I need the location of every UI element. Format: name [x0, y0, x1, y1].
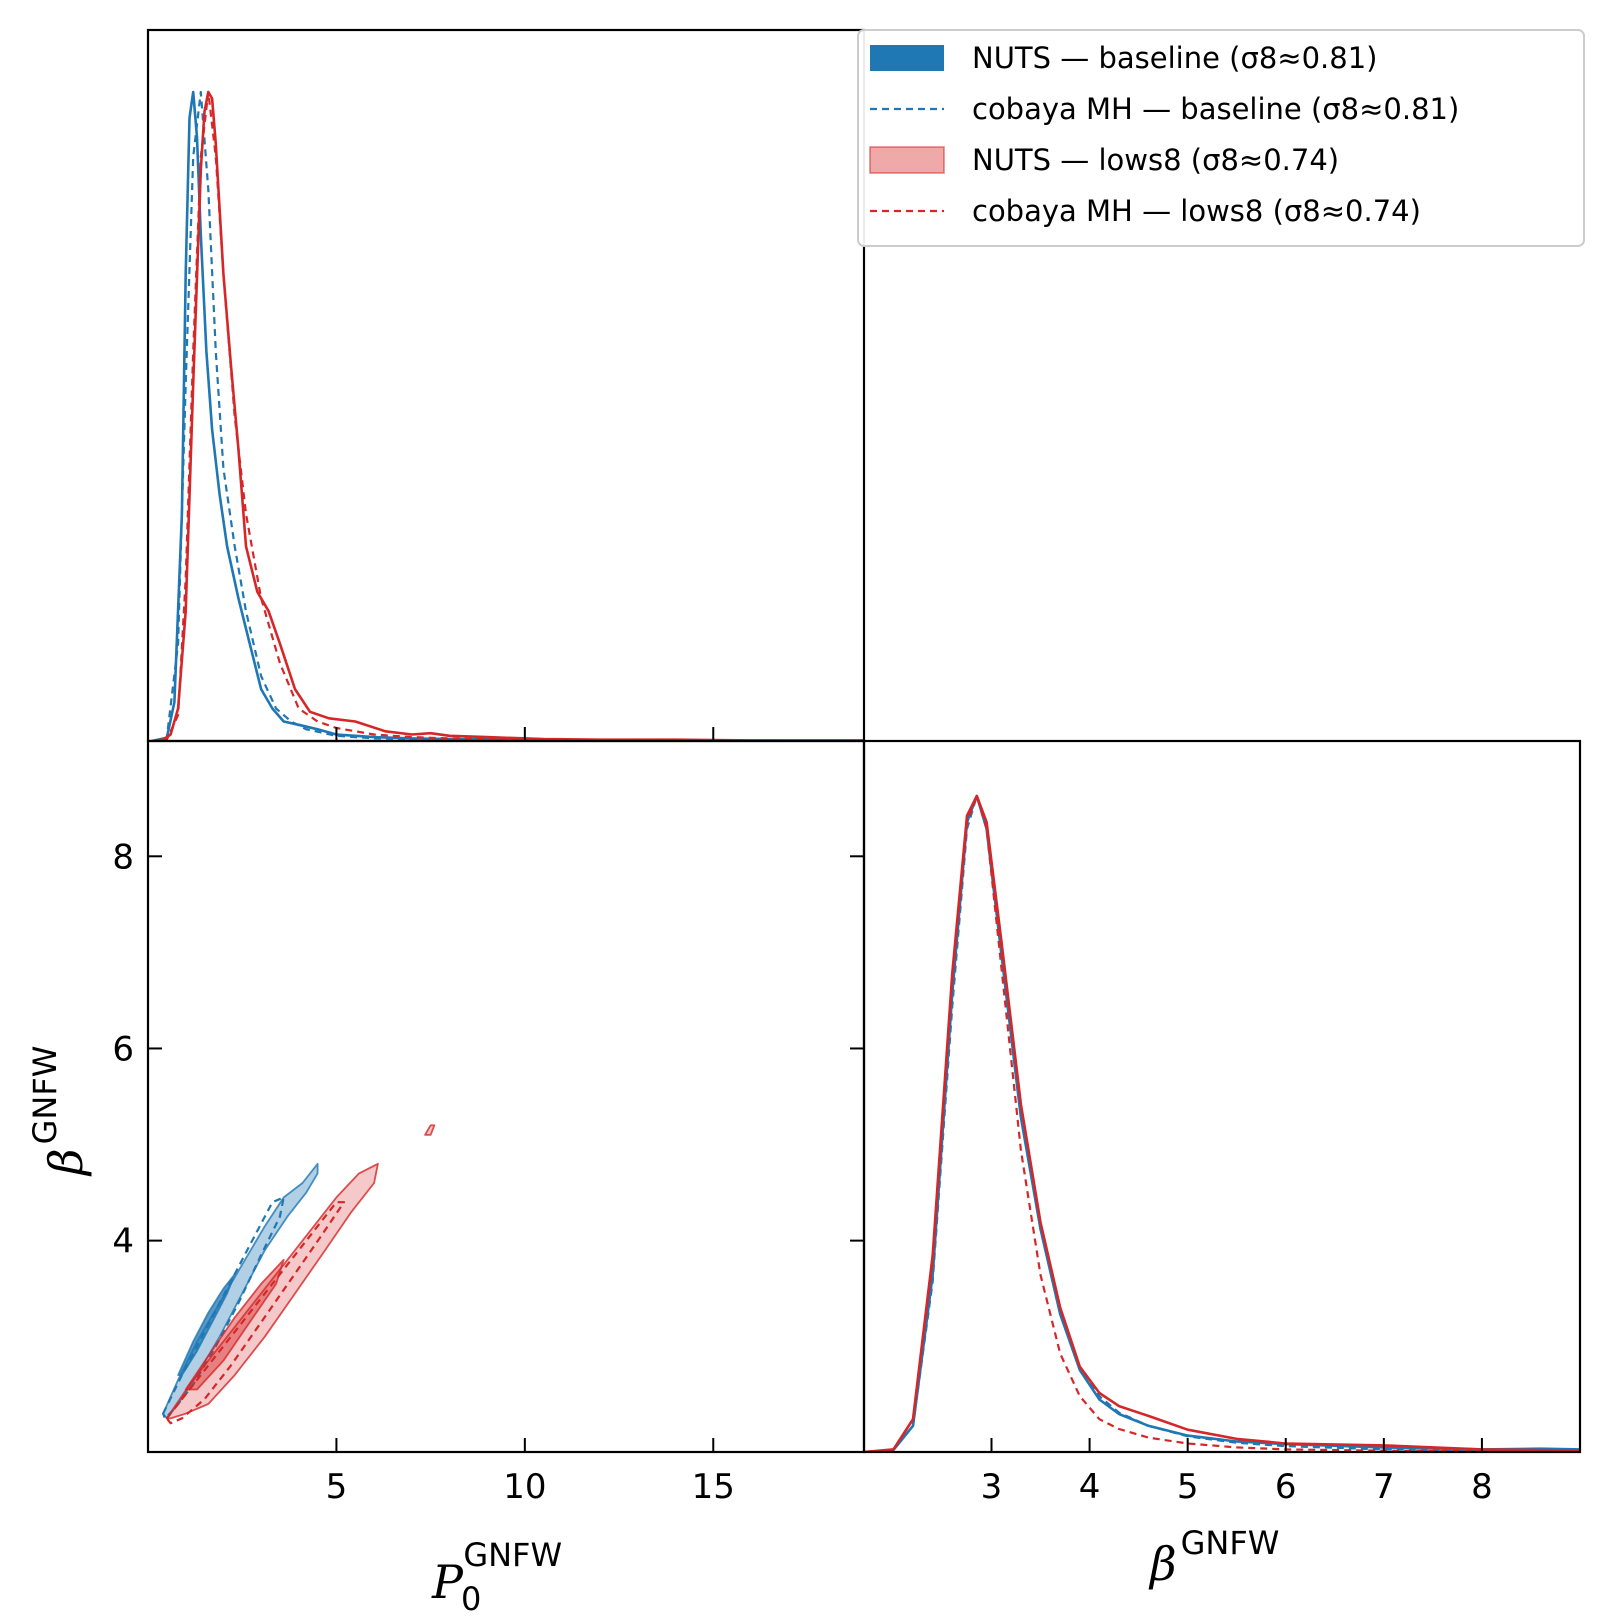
- x-axis-label-p0-superscript: GNFW: [463, 1536, 562, 1574]
- x-axis-label-beta-superscript: GNFW: [1181, 1524, 1280, 1562]
- joint-y-tick-label-0: 4: [112, 1222, 134, 1262]
- x-axis-label-p0-subscript: 0: [461, 1580, 481, 1616]
- contour-3: [165, 1162, 379, 1420]
- legend-swatch-0: [870, 45, 944, 71]
- x-axis-label-p0-symbol: P: [431, 1555, 464, 1609]
- legend-label-1: cobaya MH — baseline (σ8≈0.81): [972, 92, 1459, 126]
- legend-frame: [857, 29, 1585, 247]
- joint-y-tick-label-2: 8: [112, 837, 134, 877]
- legend-label-0: NUTS — baseline (σ8≈0.81): [972, 41, 1378, 75]
- joint-y-tick-label-1: 6: [112, 1029, 134, 1069]
- x-axis-label-beta-symbol: β: [1148, 1537, 1177, 1591]
- x-axis-label-p0: P0 GNFW: [431, 1536, 562, 1616]
- beta-marginal-x-tick-label-2: 5: [1177, 1467, 1199, 1507]
- beta-marginal-series-3: [864, 794, 1580, 1452]
- contour-2: [162, 1196, 285, 1420]
- beta-marginal-series-1: [864, 794, 1580, 1452]
- legend-swatch-2: [869, 146, 945, 174]
- panel-beta-marginal-frame: [862, 739, 1582, 1454]
- y-axis-label-beta-superscript: GNFW: [26, 1046, 64, 1145]
- y-axis-label-beta: β GNFW: [26, 1046, 93, 1177]
- panel-beta-marginal: 3 4 5 6 7 8: [862, 739, 1582, 1507]
- beta-marginal-x-tick-label-4: 7: [1373, 1467, 1395, 1507]
- beta-marginal-x-tick-label-0: 3: [981, 1467, 1003, 1507]
- joint-x-tick-label-1: 10: [503, 1467, 546, 1507]
- contour-1: [177, 1273, 236, 1376]
- legend-label-2: NUTS — lows8 (σ8≈0.74): [972, 143, 1339, 177]
- contour-4: [424, 1124, 436, 1136]
- y-axis-label-beta-symbol: β: [39, 1148, 93, 1177]
- legend: NUTS — baseline (σ8≈0.81) cobaya MH — bas…: [857, 29, 1585, 247]
- contour-5: [184, 1258, 285, 1391]
- contour-6: [165, 1201, 346, 1425]
- joint-x-tick-label-2: 15: [692, 1467, 735, 1507]
- p0-marginal-series-3: [151, 90, 864, 741]
- beta-marginal-x-tick-label-3: 6: [1275, 1467, 1297, 1507]
- p0-marginal-series-1: [151, 90, 864, 741]
- legend-label-3: cobaya MH — lows8 (σ8≈0.74): [972, 194, 1421, 228]
- beta-marginal-x-tick-label-1: 4: [1079, 1467, 1101, 1507]
- beta-marginal-x-tick-label-5: 8: [1471, 1467, 1493, 1507]
- joint-x-tick-label-0: 5: [326, 1467, 348, 1507]
- x-axis-label-beta: β GNFW: [1148, 1524, 1279, 1591]
- panel-p0-marginal: [146, 28, 866, 743]
